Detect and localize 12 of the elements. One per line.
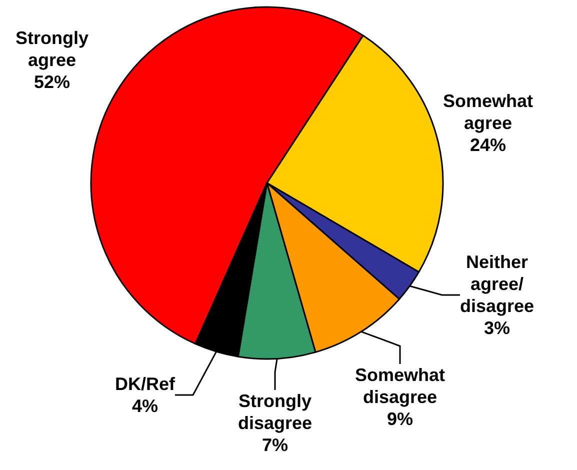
data-label: 7% (262, 435, 288, 455)
slice-label: Strongly agree (15, 28, 89, 70)
slice-label: Somewhat agree (442, 91, 534, 133)
slice-label: DK/Ref (114, 374, 176, 394)
slice-label: Somewhat disagree (354, 365, 446, 407)
data-label: 52% (34, 72, 70, 92)
data-label: 24% (470, 135, 506, 155)
data-label: 3% (484, 318, 510, 338)
slice-label: Strongly disagree (238, 391, 312, 433)
data-label: 9% (386, 409, 414, 429)
data-label: 4% (132, 396, 158, 416)
slice-label: Neither agree/ disagree (460, 252, 534, 316)
